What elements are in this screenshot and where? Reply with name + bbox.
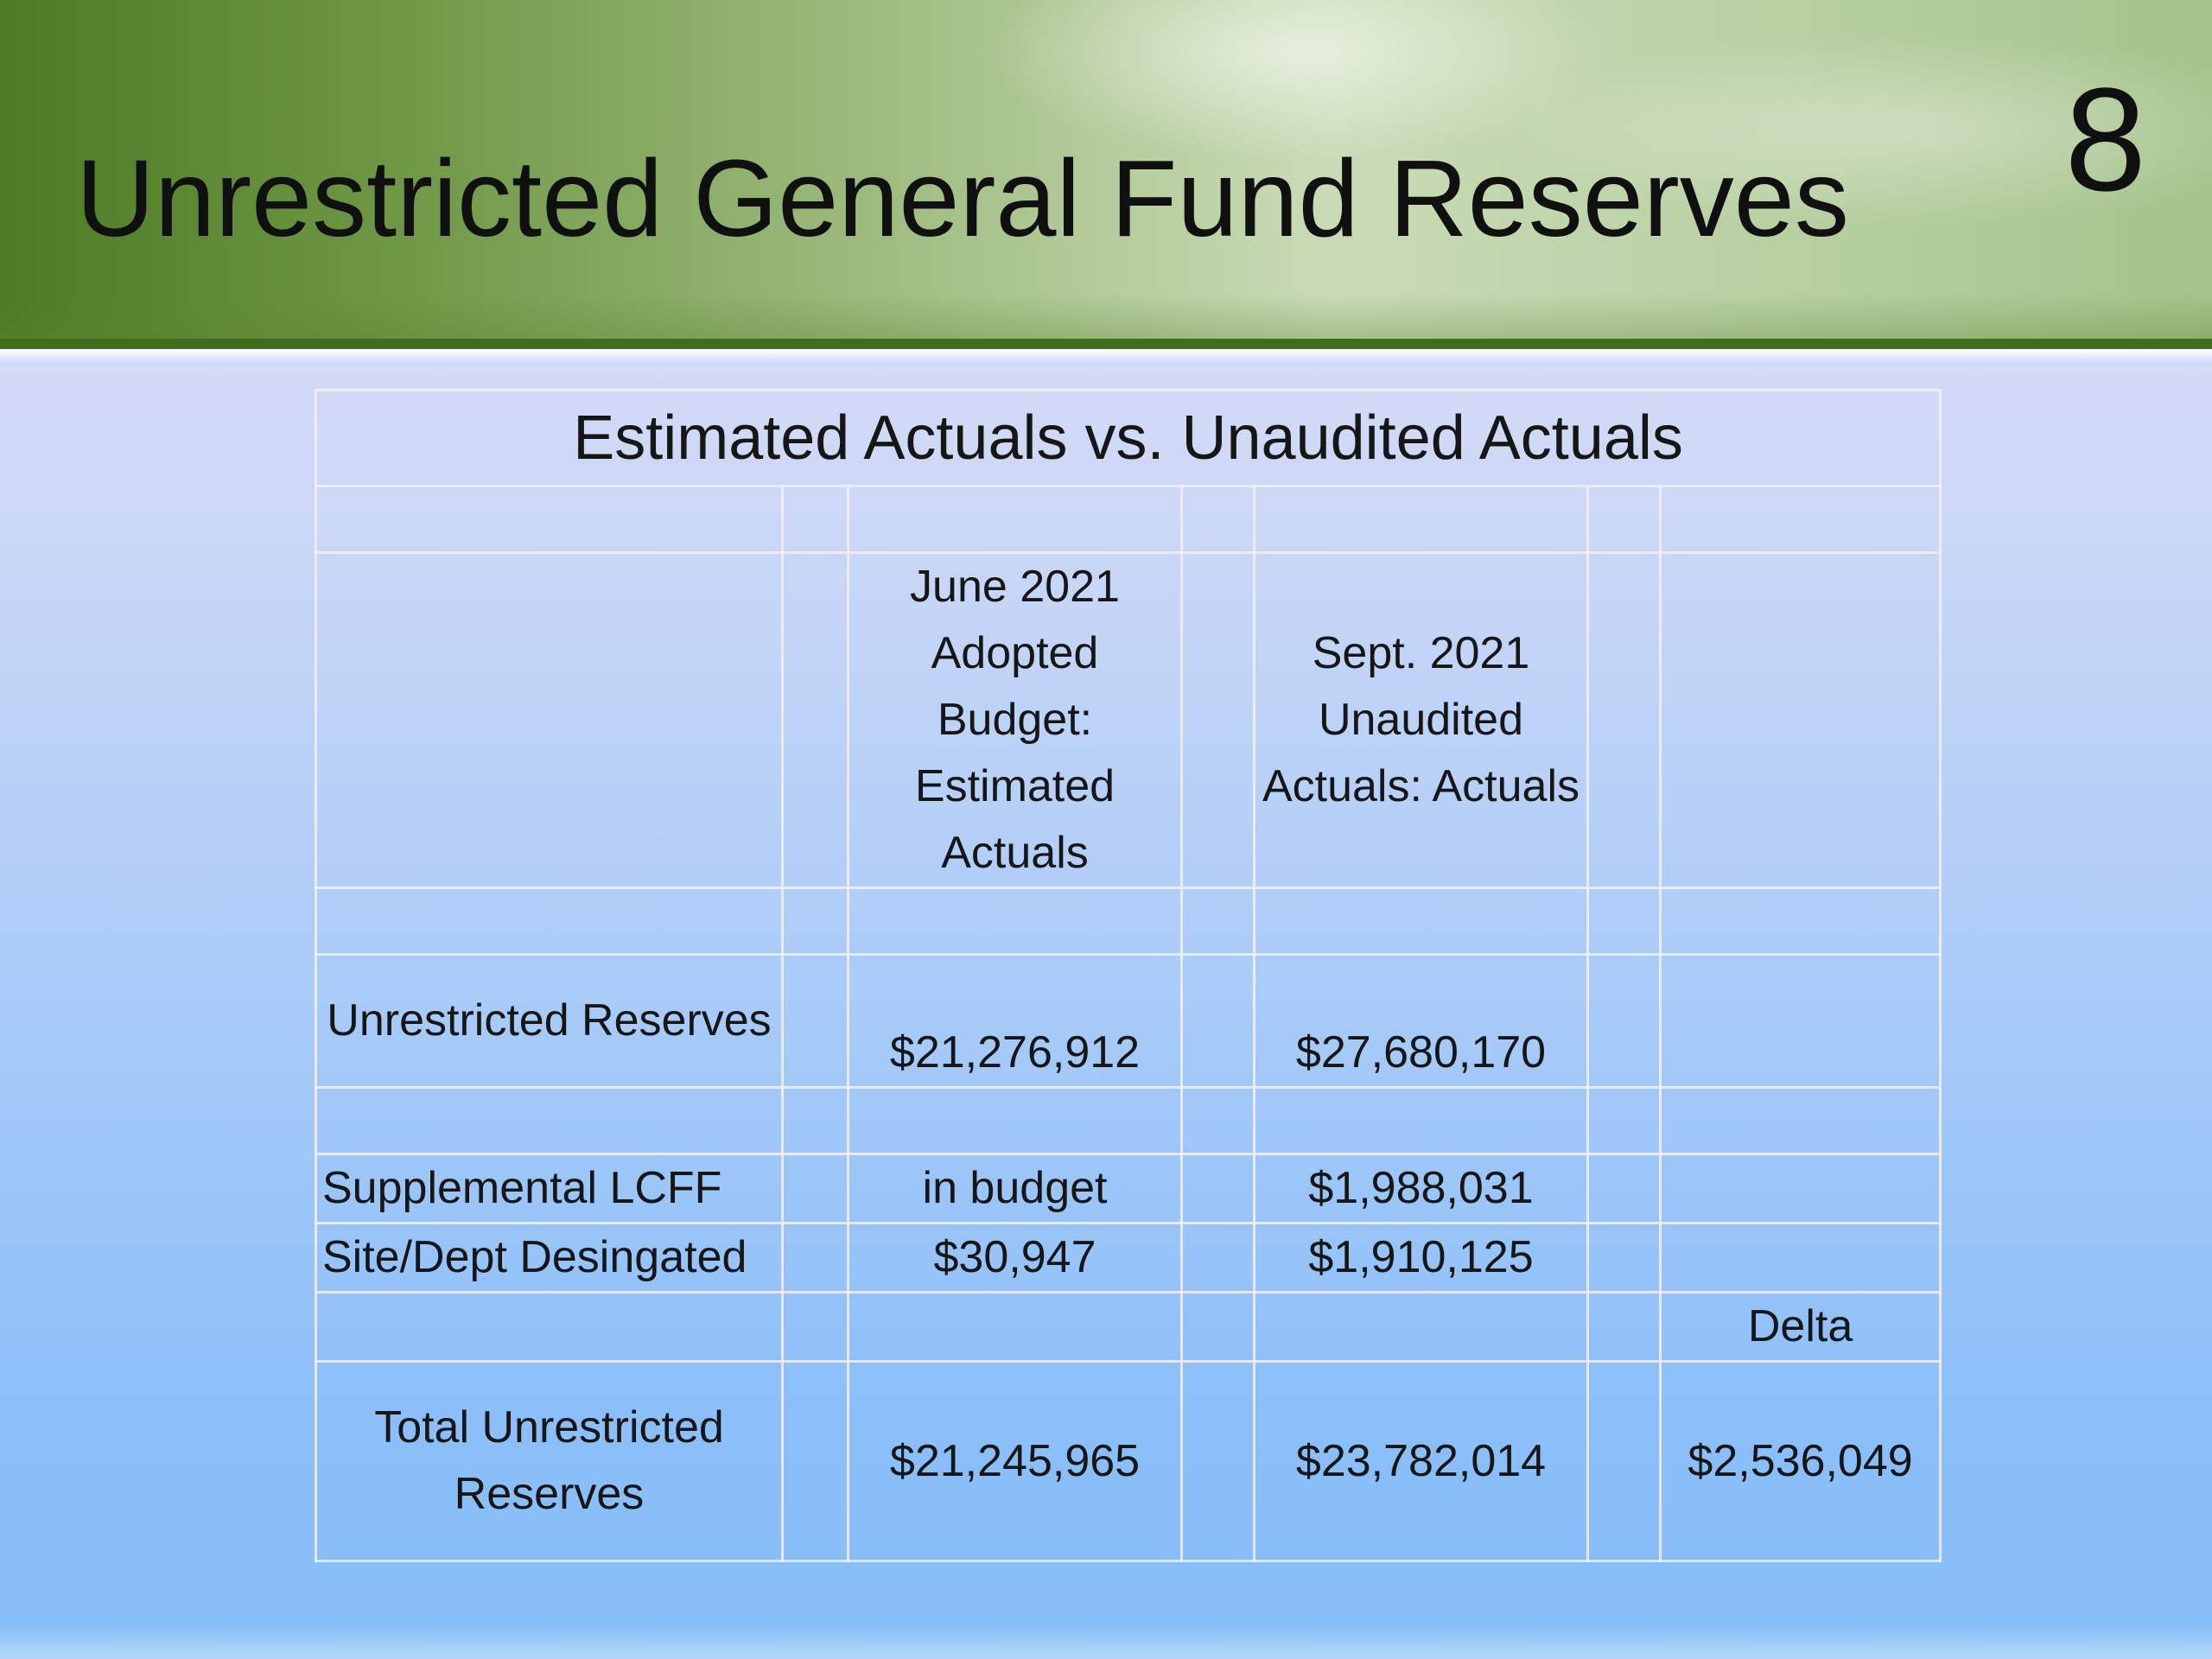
header-divider — [0, 339, 2212, 349]
table-cell — [315, 887, 784, 956]
table-cell — [1586, 953, 1662, 1089]
slide-title: Unrestricted General Fund Reserves — [76, 137, 1849, 259]
table-cell — [781, 551, 849, 889]
table-cell — [781, 485, 849, 554]
table-cell — [1586, 887, 1662, 956]
table-cell — [1180, 953, 1255, 1089]
total-unaudited: $23,782,014 — [1253, 1360, 1589, 1562]
table-cell — [847, 887, 1183, 956]
table-cell — [1180, 1086, 1255, 1155]
table-cell — [781, 953, 849, 1089]
table-total-row: Total Unrestricted Reserves $21,245,965 … — [315, 1360, 1942, 1562]
table-cell — [1180, 1360, 1255, 1562]
table-cell — [1180, 485, 1255, 554]
table-cell — [1253, 485, 1589, 554]
table-cell — [781, 1291, 849, 1363]
table-cell — [1586, 551, 1662, 889]
total-estimated: $21,245,965 — [847, 1360, 1183, 1562]
table-row: Site/Dept Desingated $30,947 $1,910,125 — [315, 1222, 1942, 1294]
total-label: Total Unrestricted Reserves — [315, 1360, 784, 1562]
table-cell — [1180, 1222, 1255, 1294]
table-row — [315, 887, 1942, 956]
table-cell — [315, 1291, 784, 1363]
table-row: Unrestricted Reserves $21,276,912 $27,68… — [315, 953, 1942, 1089]
table-caption: Estimated Actuals vs. Unaudited Actuals — [314, 389, 1942, 487]
table-cell — [1658, 1222, 1942, 1294]
slide-number: 8 — [2064, 58, 2146, 222]
value-estimated: $21,276,912 — [847, 953, 1183, 1089]
table-cell — [1253, 1086, 1589, 1155]
header-shadow — [0, 294, 2212, 344]
table-cell — [1586, 1222, 1662, 1294]
value-estimated: in budget — [847, 1153, 1183, 1224]
table-cell — [781, 887, 849, 956]
table-cell — [1658, 953, 1942, 1089]
table-cell — [1180, 551, 1255, 889]
table-cell — [781, 1153, 849, 1224]
table-cell — [1180, 887, 1255, 956]
table-cell — [1586, 1291, 1662, 1363]
table-cell — [315, 1086, 784, 1155]
value-unaudited: $27,680,170 — [1253, 953, 1589, 1089]
table-cell — [1180, 1291, 1255, 1363]
table-cell — [1253, 1291, 1589, 1363]
total-delta: $2,536,049 — [1658, 1360, 1942, 1562]
table-cell — [1658, 551, 1942, 889]
value-unaudited: $1,988,031 — [1253, 1153, 1589, 1224]
table-cell — [781, 1086, 849, 1155]
header-divider-highlight — [0, 349, 2212, 363]
table-cell — [1658, 485, 1942, 554]
footer-band — [0, 1623, 2212, 1659]
table-cell — [847, 1291, 1183, 1363]
table-cell — [847, 485, 1183, 554]
header-unaudited: Sept. 2021 Unaudited Actuals: Actuals — [1253, 551, 1589, 889]
table-cell — [1586, 485, 1662, 554]
row-label: Site/Dept Desingated — [315, 1222, 784, 1294]
table-cell — [1658, 1153, 1942, 1224]
table-row: Delta — [315, 1291, 1942, 1363]
table-cell — [315, 551, 784, 889]
table-cell — [1253, 887, 1589, 956]
table-cell — [781, 1360, 849, 1562]
value-estimated: $30,947 — [847, 1222, 1183, 1294]
table-cell — [315, 485, 784, 554]
table-row: Supplemental LCFF in budget $1,988,031 — [315, 1153, 1942, 1224]
table-caption-row: Estimated Actuals vs. Unaudited Actuals — [314, 389, 1942, 487]
header-delta: Delta — [1658, 1291, 1942, 1363]
table-cell — [1586, 1360, 1662, 1562]
table-cell — [1658, 1086, 1942, 1155]
header-estimated: June 2021 Adopted Budget: Estimated Actu… — [847, 551, 1183, 889]
value-unaudited: $1,910,125 — [1253, 1222, 1589, 1294]
table-cell — [1180, 1153, 1255, 1224]
table-cell — [1658, 887, 1942, 956]
table-cell — [781, 1222, 849, 1294]
table-header-row: June 2021 Adopted Budget: Estimated Actu… — [315, 551, 1942, 889]
header-banner — [0, 0, 2212, 344]
table-cell — [847, 1086, 1183, 1155]
row-label: Supplemental LCFF — [315, 1153, 784, 1224]
table-cell — [1586, 1153, 1662, 1224]
reserves-table: Estimated Actuals vs. Unaudited Actuals … — [314, 389, 1942, 1562]
table-row — [315, 485, 1942, 554]
table-cell — [1586, 1086, 1662, 1155]
table-row — [315, 1086, 1942, 1155]
row-label: Unrestricted Reserves — [315, 953, 784, 1089]
